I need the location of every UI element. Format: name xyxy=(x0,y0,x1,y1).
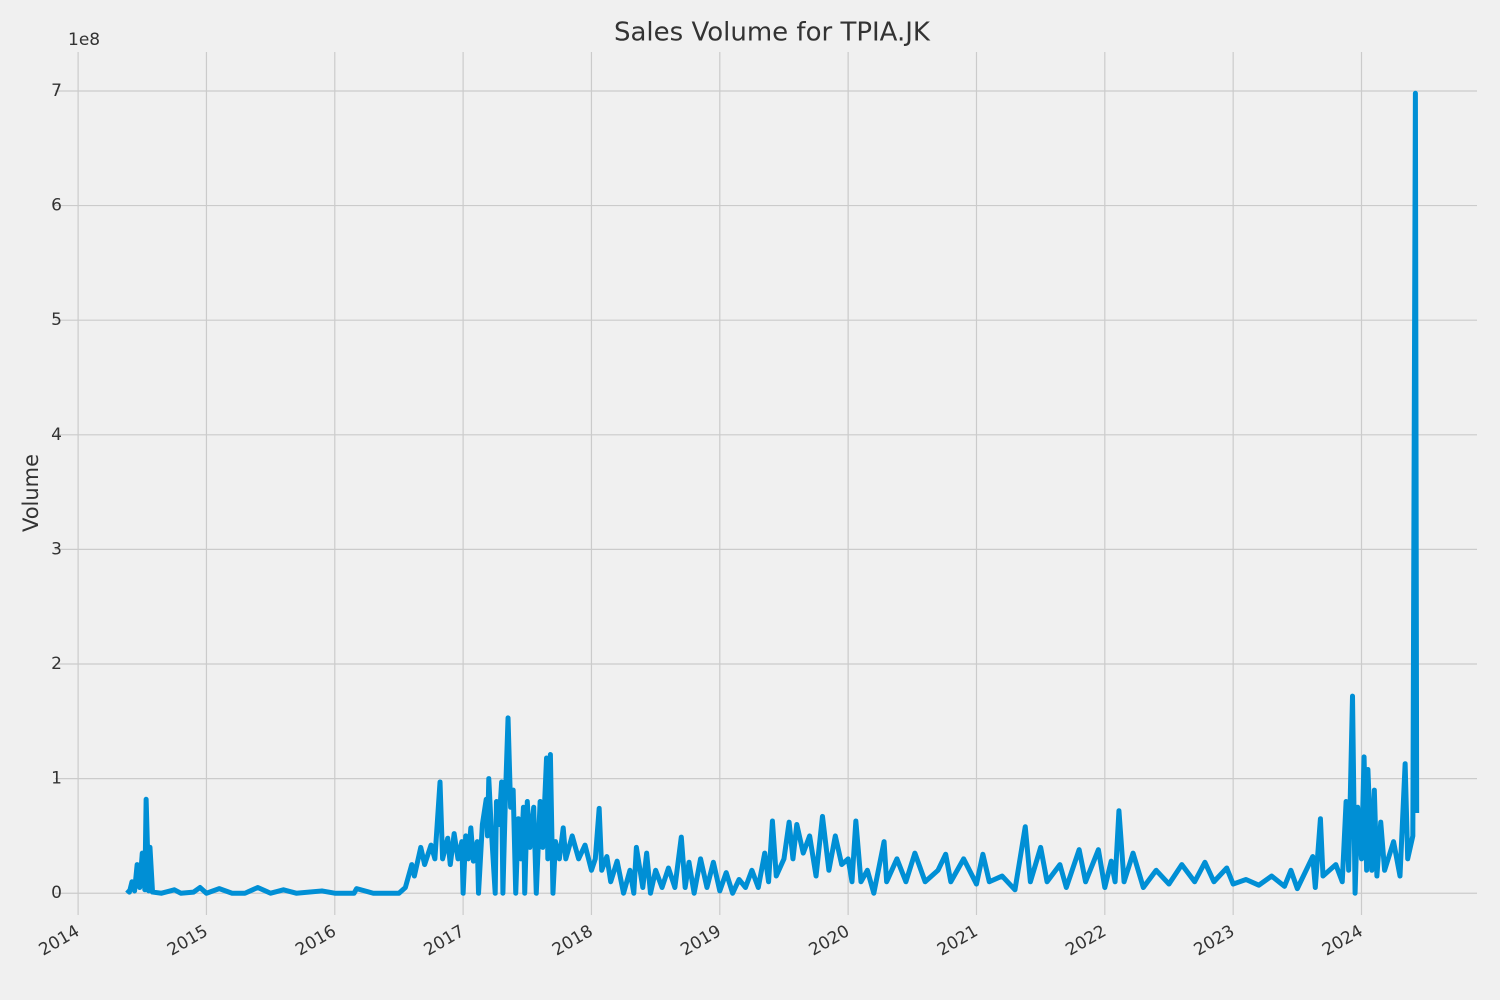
y-tick-label: 0 xyxy=(51,883,62,903)
y-offset-label: 1e8 xyxy=(68,30,100,50)
data-line xyxy=(125,90,1420,896)
chart-title: Sales Volume for TPIA.JK xyxy=(614,18,931,48)
y-tick-label: 1 xyxy=(51,769,62,789)
y-tick-label: 2 xyxy=(51,654,62,674)
y-tick-label: 4 xyxy=(51,425,62,445)
y-axis-label: Volume xyxy=(19,454,43,532)
y-tick-label: 6 xyxy=(51,196,62,216)
y-tick-label: 7 xyxy=(51,81,62,101)
y-tick-label: 3 xyxy=(51,539,62,559)
y-tick-label: 5 xyxy=(51,310,62,330)
